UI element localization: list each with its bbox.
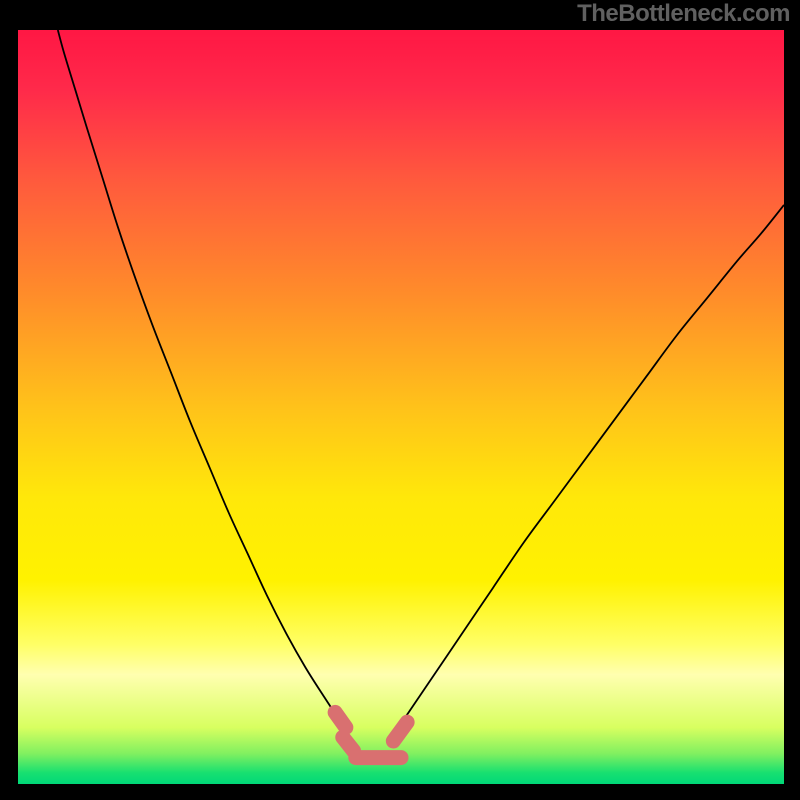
gradient-chart [18,30,784,784]
watermark-text: TheBottleneck.com [577,0,790,28]
gradient-background [18,30,784,784]
valley-marker-segment [343,737,354,751]
chart-svg [18,30,784,784]
valley-marker-segment [335,712,346,727]
